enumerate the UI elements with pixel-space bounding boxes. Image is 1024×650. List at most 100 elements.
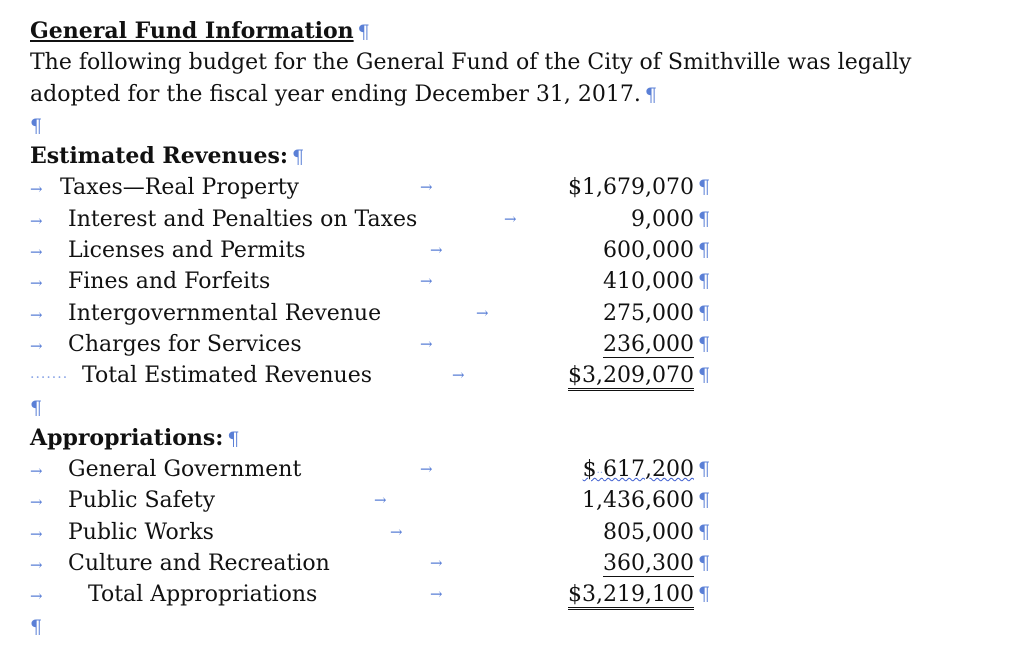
appropriations-heading-line: Appropriations: ¶ — [30, 423, 990, 454]
pilcrow-mark: ¶ — [357, 21, 370, 43]
appropriation-row: → General Government → $··617,200 ¶ — [30, 454, 990, 485]
appropriations-heading: Appropriations: — [30, 424, 224, 451]
title-line: General Fund Information ¶ — [30, 16, 990, 47]
revenue-amount-value: 236,000 — [603, 331, 694, 358]
tab-arrow-icon: → — [504, 209, 517, 228]
document-title: General Fund Information — [30, 18, 354, 44]
appropriation-amount: 805,000 ¶ — [603, 517, 710, 548]
revenue-amount: 236,000 ¶ — [603, 329, 710, 360]
intro-line-1: The following budget for the General Fun… — [30, 47, 990, 78]
tab-arrow-icon: → — [390, 522, 403, 541]
revenue-total-value: $3,209,070 — [568, 363, 694, 392]
tab-arrow-icon: → — [30, 336, 43, 355]
revenue-amount: 9,000 ¶ — [631, 204, 710, 235]
tab-arrow-icon: → — [420, 460, 433, 479]
appropriation-amount-value: 1,436,600 — [582, 488, 694, 514]
revenue-row: → Taxes—Real Property → $1,679,070 ¶ — [30, 172, 990, 203]
pilcrow-mark: ¶ — [698, 458, 711, 481]
pilcrow-mark: ¶ — [698, 207, 711, 230]
tab-arrow-icon: → — [30, 305, 43, 324]
tab-arrow-icon: → — [30, 493, 43, 512]
pilcrow-mark: ¶ — [698, 270, 711, 293]
appropriation-row: → Public Works → 805,000 ¶ — [30, 517, 990, 548]
revenues-heading-line: Estimated Revenues: ¶ — [30, 141, 990, 172]
revenue-row: → Charges for Services → 236,000 ¶ — [30, 329, 990, 360]
tab-arrow-icon: → — [374, 491, 387, 510]
tab-arrow-icon: → — [30, 274, 43, 293]
tab-arrow-icon: → — [30, 180, 43, 199]
space-dots: ······· — [30, 370, 69, 387]
pilcrow-mark: ¶ — [698, 364, 711, 387]
empty-paragraph: ¶ — [30, 110, 990, 141]
appropriation-total-value: $3,219,100 — [568, 582, 694, 611]
appropriation-row: → Public Safety → 1,436,600 ¶ — [30, 485, 990, 516]
revenue-amount-value: 275,000 — [603, 300, 694, 326]
revenue-amount: $1,679,070 ¶ — [568, 172, 710, 203]
tab-arrow-icon: → — [30, 243, 43, 262]
revenue-amount: 275,000 ¶ — [603, 298, 710, 329]
tab-arrow-icon: → — [420, 178, 433, 197]
appropriation-amount: $··617,200 ¶ — [583, 454, 710, 489]
revenue-row: → Intergovernmental Revenue → 275,000 ¶ — [30, 298, 990, 329]
pilcrow-mark: ¶ — [30, 615, 43, 638]
revenue-amount-value: 410,000 — [603, 269, 694, 295]
pilcrow-mark: ¶ — [291, 146, 305, 169]
revenue-amount: 600,000 ¶ — [603, 235, 710, 266]
tab-arrow-icon: → — [30, 211, 43, 230]
appropriation-amount-value: $··617,200 — [583, 457, 694, 482]
amount-digits: 617,200 — [603, 457, 694, 483]
tab-arrow-icon: → — [30, 524, 43, 543]
appropriation-label: Public Works — [68, 519, 214, 545]
pilcrow-mark: ¶ — [698, 489, 711, 512]
tab-arrow-icon: → — [430, 241, 443, 260]
revenues-heading: Estimated Revenues: — [30, 143, 288, 170]
pilcrow-mark: ¶ — [227, 427, 240, 450]
revenue-amount-value: 9,000 — [631, 206, 694, 232]
appropriation-total-amount: $3,219,100 ¶ — [568, 579, 710, 611]
revenue-amount-value: 600,000 — [603, 238, 694, 264]
tab-arrow-icon: → — [30, 556, 43, 575]
revenue-label: Intergovernmental Revenue — [68, 300, 382, 326]
appropriation-amount-value: 805,000 — [603, 519, 694, 545]
revenue-amount-value: $1,679,070 — [568, 175, 694, 201]
currency-symbol: $ — [582, 457, 597, 483]
revenue-label: Licenses and Permits — [68, 238, 306, 264]
appropriation-total-label: Total Appropriations — [88, 582, 318, 608]
pilcrow-mark: ¶ — [698, 520, 711, 543]
appropriation-amount-value: 360,300 — [603, 551, 694, 578]
tab-arrow-icon: → — [420, 272, 433, 291]
revenue-total-amount: $3,209,070 ¶ — [568, 360, 710, 392]
pilcrow-mark: ¶ — [30, 114, 43, 137]
revenue-total-row: ······· Total Estimated Revenues → $3,20… — [30, 360, 990, 392]
empty-paragraph: ¶ — [30, 611, 990, 642]
tab-arrow-icon: → — [430, 554, 443, 573]
revenue-amount: 410,000 ¶ — [603, 266, 710, 297]
pilcrow-mark: ¶ — [644, 83, 657, 106]
tab-arrow-icon: → — [476, 303, 489, 322]
document-page: General Fund Information ¶ The following … — [30, 16, 990, 642]
appropriation-amount: 1,436,600 ¶ — [582, 485, 710, 516]
pilcrow-mark: ¶ — [698, 301, 711, 324]
intro-line-2: adopted for the fiscal year ending Decem… — [30, 79, 990, 110]
pilcrow-mark: ¶ — [698, 239, 711, 262]
appropriation-label: Public Safety — [68, 488, 216, 514]
appropriation-label: Culture and Recreation — [68, 551, 330, 577]
tab-arrow-icon: → — [420, 334, 433, 353]
tab-arrow-icon: → — [452, 366, 465, 385]
revenue-total-label: Total Estimated Revenues — [82, 363, 373, 389]
space-dots: ·· — [596, 468, 604, 480]
revenue-label: Fines and Forfeits — [68, 269, 271, 295]
appropriation-label: General Government — [68, 457, 302, 483]
revenue-row: → Fines and Forfeits → 410,000 ¶ — [30, 266, 990, 297]
revenue-label: Taxes—Real Property — [60, 175, 299, 201]
revenue-row: → Interest and Penalties on Taxes → 9,00… — [30, 204, 990, 235]
tab-arrow-icon: → — [430, 585, 443, 604]
pilcrow-mark: ¶ — [30, 396, 43, 419]
tab-arrow-icon: → — [30, 587, 43, 606]
tab-arrow-icon: → — [30, 462, 43, 481]
pilcrow-mark: ¶ — [698, 332, 711, 355]
pilcrow-mark: ¶ — [698, 552, 711, 575]
intro-text-2: adopted for the fiscal year ending Decem… — [30, 81, 641, 107]
pilcrow-mark: ¶ — [698, 176, 711, 199]
intro-text-1: The following budget for the General Fun… — [30, 50, 912, 76]
